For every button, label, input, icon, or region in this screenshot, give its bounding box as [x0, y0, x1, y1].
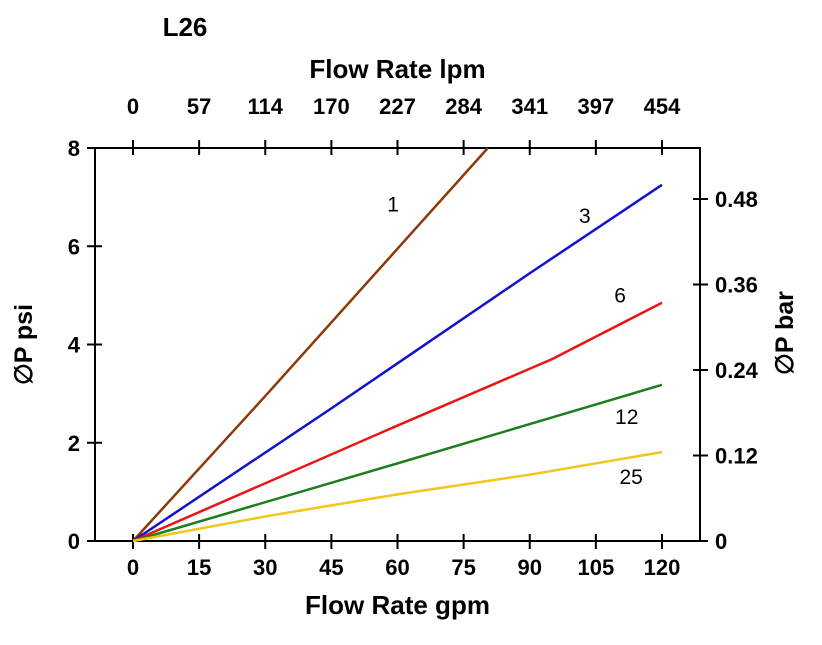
- series-label-3: 3: [579, 205, 591, 228]
- series-line-25: [132, 450, 663, 543]
- top-axis-tick-label: 284: [445, 94, 482, 119]
- top-axis-tick-label: 57: [187, 94, 211, 119]
- top-axis-tick-label: 0: [127, 94, 139, 119]
- right-axis-tick-label: 0.12: [715, 444, 758, 469]
- bottom-axis-tick-label: 105: [578, 555, 615, 580]
- right-axis-tick-label: 0.36: [715, 273, 758, 298]
- top-axis-tick-label: 227: [379, 94, 416, 119]
- series-line-3: [132, 183, 663, 543]
- bottom-axis-tick-label: 90: [518, 555, 542, 580]
- right-axis-tick-label: 0: [715, 529, 727, 554]
- series-label-25: 25: [619, 466, 642, 489]
- bottom-axis-title: Flow Rate gpm: [305, 590, 490, 620]
- left-axis-tick-label: 6: [68, 234, 80, 259]
- bottom-axis-tick-label: 30: [253, 555, 277, 580]
- left-axis-tick-label: 0: [68, 529, 80, 554]
- top-axis-tick-label: 170: [313, 94, 350, 119]
- left-axis-tick-label: 8: [68, 136, 80, 161]
- left-axis-title: ∅P psi: [10, 304, 38, 385]
- right-axis-tick-label: 0.48: [715, 187, 758, 212]
- top-axis-title: Flow Rate lpm: [309, 54, 485, 84]
- bottom-axis-tick-label: 60: [385, 555, 409, 580]
- top-axis-tick-label: 341: [511, 94, 548, 119]
- chart-title: L26: [163, 12, 208, 42]
- right-axis-tick-label: 0.24: [715, 358, 759, 383]
- top-axis-tick-label: 454: [644, 94, 681, 119]
- left-axis-tick-label: 4: [68, 333, 81, 358]
- bottom-axis-tick-label: 75: [451, 555, 475, 580]
- series-line-12: [132, 383, 663, 543]
- series-line-1: [132, 147, 489, 542]
- bottom-axis-tick-label: 45: [319, 555, 343, 580]
- top-axis-tick-label: 114: [248, 94, 284, 119]
- left-axis-tick-label: 2: [68, 431, 80, 456]
- top-axis-tick-label: 397: [578, 94, 615, 119]
- bottom-axis-tick-label: 120: [644, 555, 681, 580]
- series-line-6: [132, 301, 663, 543]
- bottom-axis-tick-label: 15: [187, 555, 211, 580]
- series-label-6: 6: [614, 284, 626, 307]
- series-label-12: 12: [615, 406, 638, 429]
- bottom-axis-tick-label: 0: [127, 555, 139, 580]
- right-axis-title: ∅P bar: [771, 291, 799, 375]
- series-label-1: 1: [387, 193, 399, 216]
